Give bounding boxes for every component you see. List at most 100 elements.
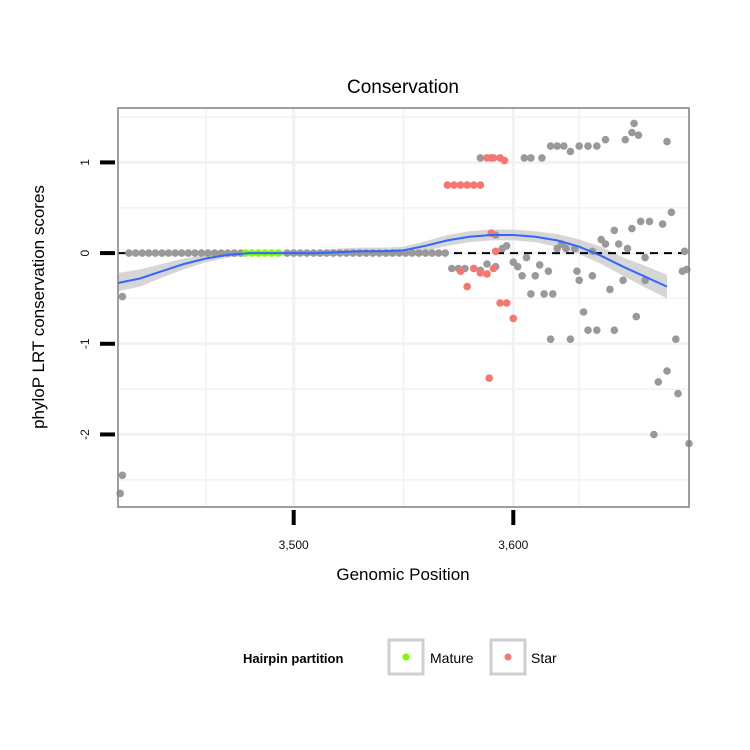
other-point: [663, 137, 671, 146]
legend-label-star: Star: [531, 650, 557, 666]
star-point: [483, 270, 491, 278]
y-tick-label: -2: [78, 429, 92, 440]
other-point: [138, 249, 146, 257]
star-point: [509, 314, 518, 323]
other-point: [349, 249, 357, 257]
other-point: [573, 267, 581, 276]
other-point: [680, 247, 689, 256]
other-point: [204, 249, 212, 257]
other-point: [535, 261, 544, 269]
other-point: [151, 249, 160, 257]
other-point: [342, 249, 351, 257]
other-point: [641, 253, 649, 262]
other-point: [610, 226, 619, 235]
other-point: [584, 142, 592, 150]
other-point: [118, 471, 127, 480]
other-point: [531, 272, 540, 280]
other-point: [527, 290, 535, 298]
star-point: [463, 181, 472, 189]
other-point: [632, 312, 641, 321]
other-point: [645, 217, 654, 226]
other-point: [628, 224, 636, 233]
other-point: [601, 240, 610, 248]
other-point: [421, 249, 430, 257]
star-point: [476, 181, 485, 189]
star-point: [476, 269, 485, 277]
legend-dot-star: [504, 653, 512, 661]
other-point: [476, 154, 485, 162]
other-point: [619, 276, 627, 285]
other-point: [483, 260, 491, 268]
other-point: [606, 285, 614, 294]
other-point: [634, 131, 643, 139]
star-point: [456, 181, 465, 189]
y-tick-label: 0: [78, 249, 92, 256]
other-point: [125, 249, 133, 257]
other-point: [513, 262, 522, 271]
other-point: [593, 142, 601, 150]
other-point: [674, 389, 682, 398]
legend-key-star: [489, 638, 527, 676]
other-point: [628, 128, 636, 137]
other-point: [546, 335, 555, 344]
other-point: [502, 242, 511, 250]
other-point: [667, 208, 676, 217]
other-point: [197, 249, 206, 257]
other-point: [658, 220, 667, 228]
legend: Hairpin partition Mature Star: [243, 638, 557, 676]
x-tick-label: 3,600: [498, 538, 528, 552]
other-point: [544, 267, 553, 276]
other-point: [560, 142, 568, 150]
x-axis: 3,500 3,600: [279, 510, 529, 552]
other-point: [575, 142, 583, 150]
other-point: [663, 367, 671, 375]
star-point: [500, 156, 509, 165]
other-point: [584, 326, 592, 335]
other-point: [210, 249, 219, 257]
other-point: [538, 154, 546, 162]
other-point: [672, 335, 680, 344]
star-point: [491, 247, 500, 256]
other-point: [588, 272, 597, 280]
other-point: [518, 272, 526, 280]
other-point: [171, 249, 179, 257]
y-axis-label: phyloP LRT conservation scores: [29, 185, 48, 429]
other-point: [177, 249, 186, 257]
other-point: [428, 249, 436, 257]
other-point: [441, 249, 450, 257]
other-point: [546, 142, 555, 150]
other-point: [650, 430, 658, 439]
other-point: [448, 264, 456, 273]
other-point: [144, 249, 153, 257]
star-point: [489, 154, 498, 162]
star-point: [489, 264, 498, 273]
other-point: [191, 249, 199, 257]
star-point: [470, 264, 478, 273]
other-point: [636, 217, 645, 226]
other-point: [434, 249, 443, 257]
other-point: [654, 378, 663, 386]
star-point: [443, 181, 452, 189]
legend-dot-mature: [402, 653, 410, 661]
other-point: [158, 249, 166, 257]
legend-title: Hairpin partition: [243, 651, 343, 666]
other-point: [540, 290, 548, 298]
star-point: [485, 374, 494, 383]
star-point: [502, 299, 511, 307]
other-point: [553, 142, 561, 150]
smooth-trend-line: [117, 234, 668, 288]
other-point: [118, 292, 127, 301]
other-point: [610, 326, 619, 335]
star-point: [463, 282, 472, 291]
y-tick-label: 1: [78, 159, 92, 166]
other-point: [621, 135, 630, 144]
other-point: [408, 249, 417, 257]
data-points: [116, 119, 693, 498]
other-point: [623, 244, 632, 253]
other-point: [415, 249, 423, 257]
star-point: [496, 299, 504, 307]
x-axis-label: Genomic Position: [336, 565, 469, 584]
star-point: [483, 154, 491, 162]
other-point: [614, 240, 623, 248]
y-axis: -2 -1 0 1: [78, 159, 115, 440]
